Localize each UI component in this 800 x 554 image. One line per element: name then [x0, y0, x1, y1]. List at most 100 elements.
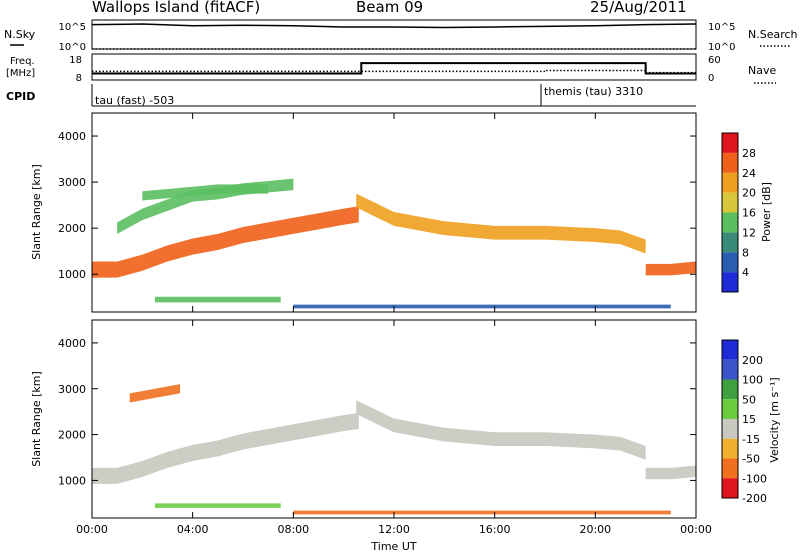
velocity-colorbar: 200 100 50 15 -15 -50 -100 -200	[721, 339, 767, 505]
velocity-ylabel: Slant Range [km]	[30, 371, 43, 467]
power-band-5	[645, 261, 696, 276]
colorbar-tick-7: 28	[742, 147, 756, 160]
colorbar-segment-3	[722, 232, 738, 253]
time-xlabel: Time UT	[370, 540, 416, 553]
power-band-1	[92, 206, 359, 278]
colorbar-frame	[721, 339, 739, 499]
colorbar-segment-5	[722, 192, 738, 213]
colorbar-segment-7	[722, 152, 738, 173]
xtick-label-5: 20:00	[579, 523, 611, 536]
velocity-colorbar-label: Velocity [m s⁻¹]	[768, 377, 781, 462]
cpid-entry-1: tau (fast) -503	[95, 94, 174, 107]
ytick-label-4000: 4000	[58, 337, 86, 350]
power-band-4	[356, 193, 646, 254]
colorbar-tick-4: 15	[742, 413, 756, 426]
colorbar-segment-4	[722, 399, 738, 419]
colorbar-segment-5	[722, 419, 738, 439]
velocity-band-2	[356, 400, 646, 460]
freq-right-tick-top: 60	[708, 55, 721, 66]
noise-left-tick-bottom: 10^0	[59, 42, 86, 53]
noise-left-tick-top: 10^5	[59, 22, 86, 33]
colorbar-tick-6: -50	[742, 453, 760, 466]
colorbar-tick-4: 16	[742, 207, 756, 220]
velocity-band-1	[92, 412, 359, 484]
frequency-series-line-2	[92, 69, 696, 74]
frequency-series-line-1	[92, 62, 696, 75]
noise-right-tick-top: 10^5	[708, 22, 735, 33]
colorbar-tick-5: 20	[742, 187, 756, 200]
xtick-label-0: 00:00	[76, 523, 108, 536]
ytick-label-3000: 3000	[58, 176, 86, 189]
velocity-band-3	[645, 465, 696, 480]
colorbar-tick-1: 4	[742, 266, 749, 279]
ytick-label-1000: 1000	[58, 474, 86, 487]
colorbar-frame	[721, 132, 739, 293]
frequency-panel-frame	[91, 53, 697, 81]
colorbar-segment-8	[722, 478, 738, 498]
xtick-label-3: 12:00	[378, 523, 410, 536]
colorbar-segment-1	[722, 340, 738, 360]
colorbar-segment-2	[722, 359, 738, 380]
noise-panel-frame	[91, 19, 697, 50]
colorbar-segment-4	[722, 212, 738, 233]
freq-right-tick-bottom: 0	[708, 73, 714, 84]
station-title: Wallops Island (fitACF)	[92, 0, 260, 16]
velocity-yticks: 1000 2000 3000 4000	[58, 337, 696, 487]
frequency-panel: Freq. [MHz] 18 8 60 0 Nave	[6, 53, 776, 84]
colorbar-tick-2: 8	[742, 246, 749, 259]
velocity-band-6	[129, 384, 181, 403]
colorbar-segment-7	[722, 458, 738, 479]
colorbar-tick-3: 50	[742, 393, 756, 406]
colorbar-tick-5: -15	[742, 433, 760, 446]
freq-left-tick-bottom: 8	[76, 73, 82, 84]
velocity-band-4	[154, 503, 281, 508]
velocity-xticks: 00:00 04:00 08:00 12:00 16:00 20:00 00:00	[76, 320, 712, 536]
velocity-bands	[92, 384, 696, 515]
power-band-6	[154, 296, 281, 303]
power-bands	[92, 178, 696, 309]
cpid-row: CPID tau (fast) -503 themis (tau) 3310	[6, 84, 696, 107]
velocity-band-5	[293, 510, 671, 515]
colorbar-segment-3	[722, 379, 738, 400]
cpid-label: CPID	[6, 90, 35, 103]
beam-title: Beam 09	[356, 0, 423, 16]
xtick-label-2: 08:00	[277, 523, 309, 536]
freq-left-tick-top: 18	[69, 55, 82, 66]
colorbar-segment-2	[722, 252, 738, 273]
colorbar-tick-2: 100	[742, 374, 763, 387]
power-band-7	[293, 304, 671, 309]
ytick-label-2000: 2000	[58, 222, 86, 235]
colorbar-segment-6	[722, 172, 738, 193]
colorbar-segment-1	[722, 272, 738, 292]
power-colorbar-label: Power [dB]	[760, 182, 773, 242]
ytick-label-3000: 3000	[58, 383, 86, 396]
power-xticks	[91, 113, 697, 312]
colorbar-tick-6: 24	[742, 167, 756, 180]
ytick-label-1000: 1000	[58, 268, 86, 281]
xtick-label-1: 04:00	[177, 523, 209, 536]
frequency-series	[92, 62, 696, 75]
ytick-label-2000: 2000	[58, 429, 86, 442]
velocity-panel: Slant Range [km] 1000 2000 3000 4000 00:00 0…	[30, 319, 781, 553]
power-colorbar: 4 8 12 16 20 24 28	[721, 132, 756, 293]
nave-label: Nave	[748, 64, 776, 77]
colorbar-tick-7: -100	[742, 472, 767, 485]
freq-label: Freq.	[10, 56, 35, 67]
noise-series-line-1	[91, 23, 697, 29]
power-band-3	[142, 184, 269, 201]
cpid-entry-2: themis (tau) 3310	[544, 85, 643, 98]
ytick-label-4000: 4000	[58, 130, 86, 143]
colorbar-segment-8	[722, 133, 738, 153]
colorbar-segment-6	[722, 438, 738, 459]
nsearch-label: N.Search	[748, 28, 798, 41]
power-yticks: 1000 2000 3000 4000	[58, 130, 696, 281]
xtick-label-6: 00:00	[680, 523, 712, 536]
date-title: 25/Aug/2011	[590, 0, 687, 16]
colorbar-tick-1: 200	[742, 354, 763, 367]
noise-panel: N.Sky 10^5 10^0 10^5 10^0 N.Search	[4, 19, 798, 53]
power-panel: Slant Range [km] 1000 2000 3000 4000 4 8 12 16…	[30, 112, 773, 313]
nsky-label: N.Sky	[4, 28, 36, 41]
colorbar-tick-8: -200	[742, 492, 767, 505]
power-ylabel: Slant Range [km]	[30, 164, 43, 260]
